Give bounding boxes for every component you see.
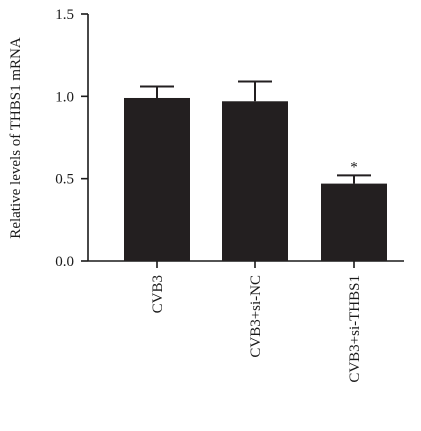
significance-marker: *	[350, 159, 358, 175]
y-tick-label: 1.5	[55, 7, 74, 23]
bar	[321, 183, 387, 261]
y-tick-label: 0.5	[55, 172, 74, 188]
x-tick-label: CVB3+si-NC	[248, 275, 264, 358]
y-tick-label: 0.0	[55, 254, 74, 270]
bars: *	[124, 80, 387, 261]
bar	[222, 101, 288, 261]
y-axis-title: Relative levels of THBS1 mRNA	[8, 37, 24, 239]
bar	[124, 97, 190, 261]
y-axis: 0.0 0.5 1.0 1.5	[55, 7, 89, 270]
x-axis: CVB3 CVB3+si-NC CVB3+si-THBS1	[88, 260, 404, 383]
y-tick-label: 1.0	[55, 89, 74, 105]
x-tick-label: CVB3	[150, 275, 166, 313]
x-tick-label: CVB3+si-THBS1	[347, 275, 363, 383]
